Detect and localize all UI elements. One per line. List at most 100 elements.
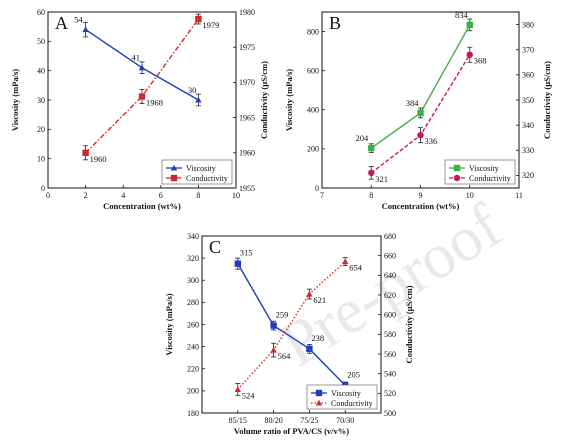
y2-tick-label: 330	[522, 146, 534, 155]
y2-tick-label: 640	[384, 271, 396, 280]
legend-marker	[315, 389, 323, 397]
legend-entry: Viscosity	[186, 164, 216, 173]
y-tick-label: 0	[41, 184, 45, 193]
data-point	[270, 346, 277, 353]
legend-entry: Viscosity	[331, 389, 361, 398]
data-label: 54	[74, 15, 83, 25]
x-tick-label: 11	[515, 191, 523, 200]
series-line-viscosity	[237, 263, 346, 386]
y-axis-label: Viscosity (mPa/s)	[284, 69, 294, 131]
y2-tick-label: 600	[384, 310, 396, 319]
panel-letter: C	[209, 237, 221, 257]
y-tick-label: 60	[37, 8, 45, 17]
x-tick-label: 0	[46, 191, 50, 200]
y-tick-label: 340	[187, 232, 199, 241]
legend-marker	[170, 174, 178, 182]
y-tick-label: 400	[307, 106, 319, 115]
chart-panel-b: 7 8 9 10 11 0 200 400 600 800 320 330 340 350 360 370 38…	[284, 10, 552, 211]
x-tick-label: 8	[196, 191, 200, 200]
y-tick-label: 600	[307, 66, 319, 75]
y2-tick-label: 1960	[239, 149, 255, 158]
y-tick-label: 300	[187, 276, 199, 285]
y-tick-label: 50	[37, 37, 45, 46]
data-point	[234, 386, 241, 392]
data-point	[138, 64, 146, 71]
x-tick-label: 4	[121, 191, 125, 200]
y-tick-label: 280	[187, 298, 199, 307]
legend-marker	[315, 399, 323, 406]
y-tick-label: 10	[37, 154, 45, 163]
y-tick-label: 20	[37, 125, 45, 134]
data-label: 368	[474, 56, 487, 66]
data-label: 564	[278, 351, 292, 361]
y-axis-label: Viscosity (mPa/s)	[164, 293, 174, 355]
data-label: 205	[347, 369, 360, 379]
data-label: 1979	[202, 20, 219, 30]
data-label: 30	[188, 85, 197, 95]
data-point	[195, 15, 202, 23]
legend-entry: Conductivity	[186, 174, 228, 183]
y2-tick-label: 360	[522, 71, 534, 80]
data-point	[417, 132, 424, 139]
y2-tick-label: 500	[384, 409, 396, 418]
y2-tick-label: 660	[384, 251, 396, 260]
y2-tick-label: 350	[522, 96, 534, 105]
chart-panel-a: 0 2 4 6 8 10 0 10 20 30 40 50 60 1955 1960 1965 1970 1975…	[10, 8, 269, 211]
data-label: 41	[132, 53, 141, 63]
x-tick-label: 9	[419, 191, 423, 200]
y2-tick-label: 580	[384, 330, 396, 339]
panel-letter: A	[55, 13, 68, 33]
y2-axis-label: Conductivity (µS/cm)	[542, 61, 552, 139]
y2-tick-label: 320	[522, 171, 534, 180]
y2-tick-label: 1975	[239, 43, 255, 52]
y-tick-label: 0	[315, 184, 319, 193]
y-tick-label: 220	[187, 365, 199, 374]
y-tick-label: 30	[37, 96, 45, 105]
data-label: 834	[455, 10, 469, 20]
panel-letter: B	[329, 13, 341, 33]
y2-tick-label: 340	[522, 121, 534, 130]
x-tick-label: 10	[466, 191, 474, 200]
x-tick-label: 80/20	[264, 416, 282, 425]
data-point	[138, 93, 146, 100]
data-label: 204	[356, 133, 370, 143]
legend-marker	[453, 174, 461, 182]
y-tick-label: 260	[187, 320, 199, 329]
x-tick-label: 75/25	[300, 416, 318, 425]
data-label: 1960	[90, 154, 107, 164]
x-axis-label: Concentration (wt%)	[103, 201, 181, 211]
data-label: 654	[349, 263, 363, 273]
y2-tick-label: 560	[384, 350, 396, 359]
y2-tick-label: 1970	[239, 78, 255, 87]
data-label: 621	[313, 295, 326, 305]
data-label: 238	[311, 333, 324, 343]
data-label: 336	[425, 136, 438, 146]
series-line-conductivity	[85, 18, 199, 154]
y-tick-label: 200	[307, 145, 319, 154]
data-label: 321	[375, 174, 388, 184]
x-tick-label: 7	[320, 191, 324, 200]
data-point	[234, 260, 241, 267]
x-tick-label: 6	[159, 191, 163, 200]
legend-entry: Viscosity	[469, 164, 499, 173]
series-line-conductivity	[237, 261, 346, 390]
y2-tick-label: 1980	[239, 8, 255, 17]
data-point	[270, 322, 277, 329]
data-label: 384	[406, 98, 420, 108]
y2-tick-label: 620	[384, 291, 396, 300]
x-tick-label: 70/30	[336, 416, 354, 425]
y-tick-label: 200	[187, 387, 199, 396]
x-tick-label: 10	[232, 191, 240, 200]
y2-tick-label: 1965	[239, 113, 255, 122]
y2-tick-label: 680	[384, 232, 396, 241]
data-point	[368, 144, 375, 152]
chart-panel-c: 85/15 80/20 75/25 70/30 180 200 220 240 260 280 30…	[164, 232, 414, 436]
y-tick-label: 800	[307, 27, 319, 36]
x-tick-label: 85/15	[229, 416, 247, 425]
data-label: 524	[242, 390, 256, 400]
x-axis-label: Volume ratio of PVA/CS (v/v%)	[234, 426, 349, 436]
data-point	[417, 109, 424, 117]
legend-entry: Conductivity	[331, 399, 373, 408]
data-label: 259	[276, 310, 289, 320]
